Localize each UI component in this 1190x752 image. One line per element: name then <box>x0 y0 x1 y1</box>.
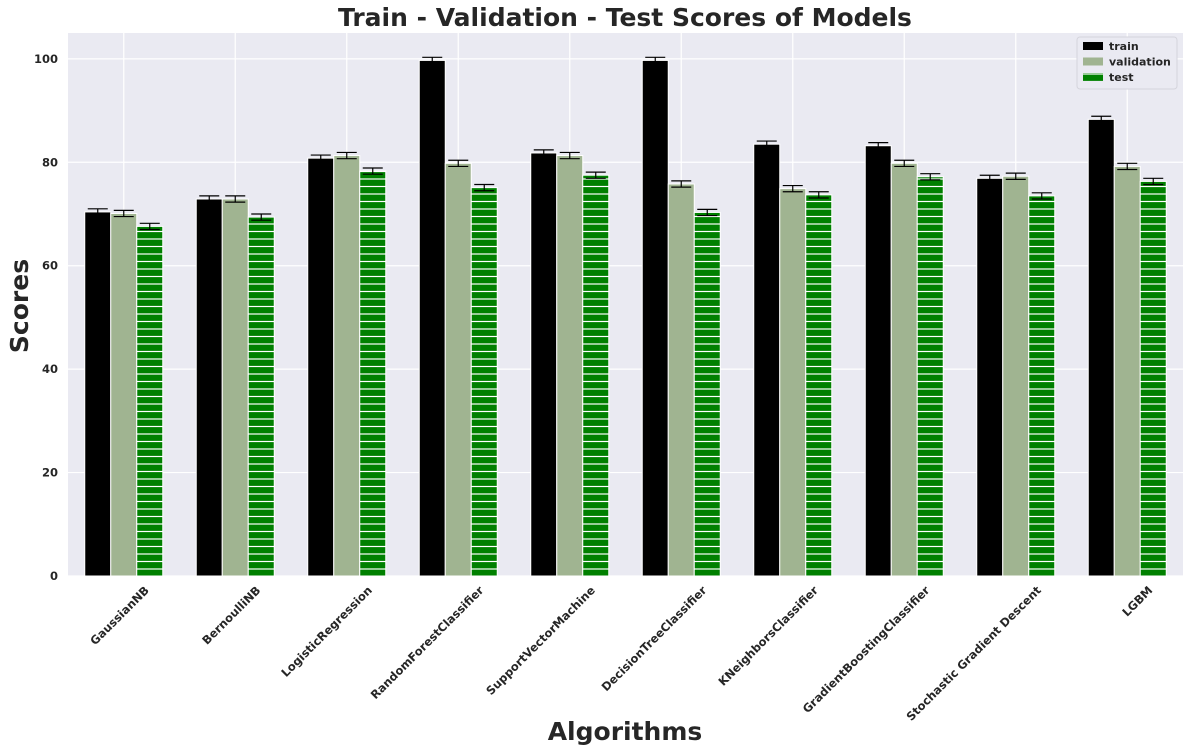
bar-test <box>359 170 387 577</box>
chart-title: Train - Validation - Test Scores of Mode… <box>338 3 912 32</box>
bar-train <box>864 145 892 577</box>
bar-train <box>307 157 335 577</box>
error-bar <box>756 140 777 148</box>
error-bar <box>1031 192 1052 200</box>
error-bar <box>139 222 160 231</box>
error-bar <box>422 56 443 65</box>
bar-test <box>805 194 833 577</box>
bar-validation <box>221 198 249 577</box>
error-bar <box>979 174 1000 183</box>
bar-train <box>195 198 223 577</box>
x-tick-label: KNeighborsClassifier <box>715 583 821 689</box>
legend: train validation test <box>1076 36 1178 90</box>
error-bar <box>868 142 889 150</box>
legend-swatch-validation <box>1083 57 1103 66</box>
error-bar <box>533 149 554 157</box>
y-tick-label: 0 <box>50 569 58 583</box>
bar-validation <box>333 155 361 577</box>
error-bar <box>225 195 246 203</box>
error-bar <box>1005 172 1026 180</box>
x-tick-label: SupportVectorMachine <box>483 583 598 698</box>
legend-label-test: test <box>1109 71 1134 84</box>
bar-train <box>84 211 112 577</box>
bar-test <box>582 174 610 577</box>
error-bar <box>894 159 915 168</box>
bar-train <box>1087 118 1115 577</box>
bar-validation <box>110 212 138 577</box>
x-tick-label: LogisticRegression <box>278 583 375 680</box>
bar-train <box>530 152 558 577</box>
error-bar <box>113 209 134 218</box>
bars <box>84 59 1167 577</box>
error-bar <box>645 56 666 65</box>
bar-validation <box>890 162 918 577</box>
error-bar <box>251 213 272 221</box>
y-tick-label: 80 <box>42 155 58 169</box>
bar-test <box>247 216 275 577</box>
bar-test <box>916 176 944 577</box>
bar-validation <box>1113 165 1141 577</box>
bar-test <box>1139 180 1167 577</box>
error-bar <box>336 151 357 160</box>
error-bars <box>87 56 1164 231</box>
error-bar <box>448 159 469 168</box>
error-bar <box>474 183 495 192</box>
x-tick-label: Stochastic Gradient Descent <box>903 583 1044 724</box>
error-bar <box>1143 177 1164 186</box>
error-bar <box>87 208 108 216</box>
error-bar <box>1091 115 1112 124</box>
bar-train <box>641 59 669 577</box>
bar-validation <box>779 188 807 577</box>
bar-train <box>976 177 1004 577</box>
bar-validation <box>667 183 695 577</box>
x-axis-label: Algorithms <box>548 717 703 746</box>
bar-test <box>693 211 721 577</box>
error-bar <box>199 195 220 203</box>
legend-swatch-test <box>1083 73 1103 81</box>
error-bar <box>697 208 718 217</box>
error-bar <box>1117 162 1138 171</box>
x-axis-ticks: GaussianNB BernoulliNB LogisticRegressionR… <box>87 583 1155 724</box>
bar-test <box>1028 195 1056 577</box>
error-bar <box>782 184 803 193</box>
y-tick-label: 20 <box>42 466 58 480</box>
error-bar <box>310 154 331 162</box>
error-bar <box>920 173 941 181</box>
y-tick-label: 100 <box>34 52 58 66</box>
error-bar <box>585 171 606 179</box>
x-tick-label: GradientBoostingClassifier <box>800 583 933 716</box>
x-tick-label: LGBM <box>1119 583 1155 619</box>
error-bar <box>362 167 383 175</box>
legend-label-train: train <box>1109 40 1139 53</box>
bar-validation <box>444 162 472 577</box>
bar-validation <box>1002 175 1030 577</box>
x-tick-label: DecisionTreeClassifier <box>599 583 710 694</box>
bar-train <box>418 59 446 577</box>
x-tick-label: RandomForestClassifier <box>368 583 487 702</box>
bar-test <box>470 187 498 577</box>
y-tick-label: 40 <box>42 362 58 376</box>
error-bar <box>671 180 692 188</box>
y-axis-ticks: 0 20 40 60 80 100 <box>34 52 58 583</box>
bar-test <box>136 225 164 577</box>
y-tick-label: 60 <box>42 259 58 273</box>
error-bar <box>559 151 580 160</box>
bar-train <box>753 143 781 577</box>
legend-swatch-train <box>1083 42 1103 50</box>
x-tick-label: BernoulliNB <box>199 583 263 647</box>
y-axis-label: Scores <box>5 259 34 353</box>
error-bar <box>808 191 829 199</box>
x-tick-label: GaussianNB <box>87 583 152 648</box>
bar-validation <box>556 155 584 577</box>
legend-label-validation: validation <box>1109 56 1171 69</box>
